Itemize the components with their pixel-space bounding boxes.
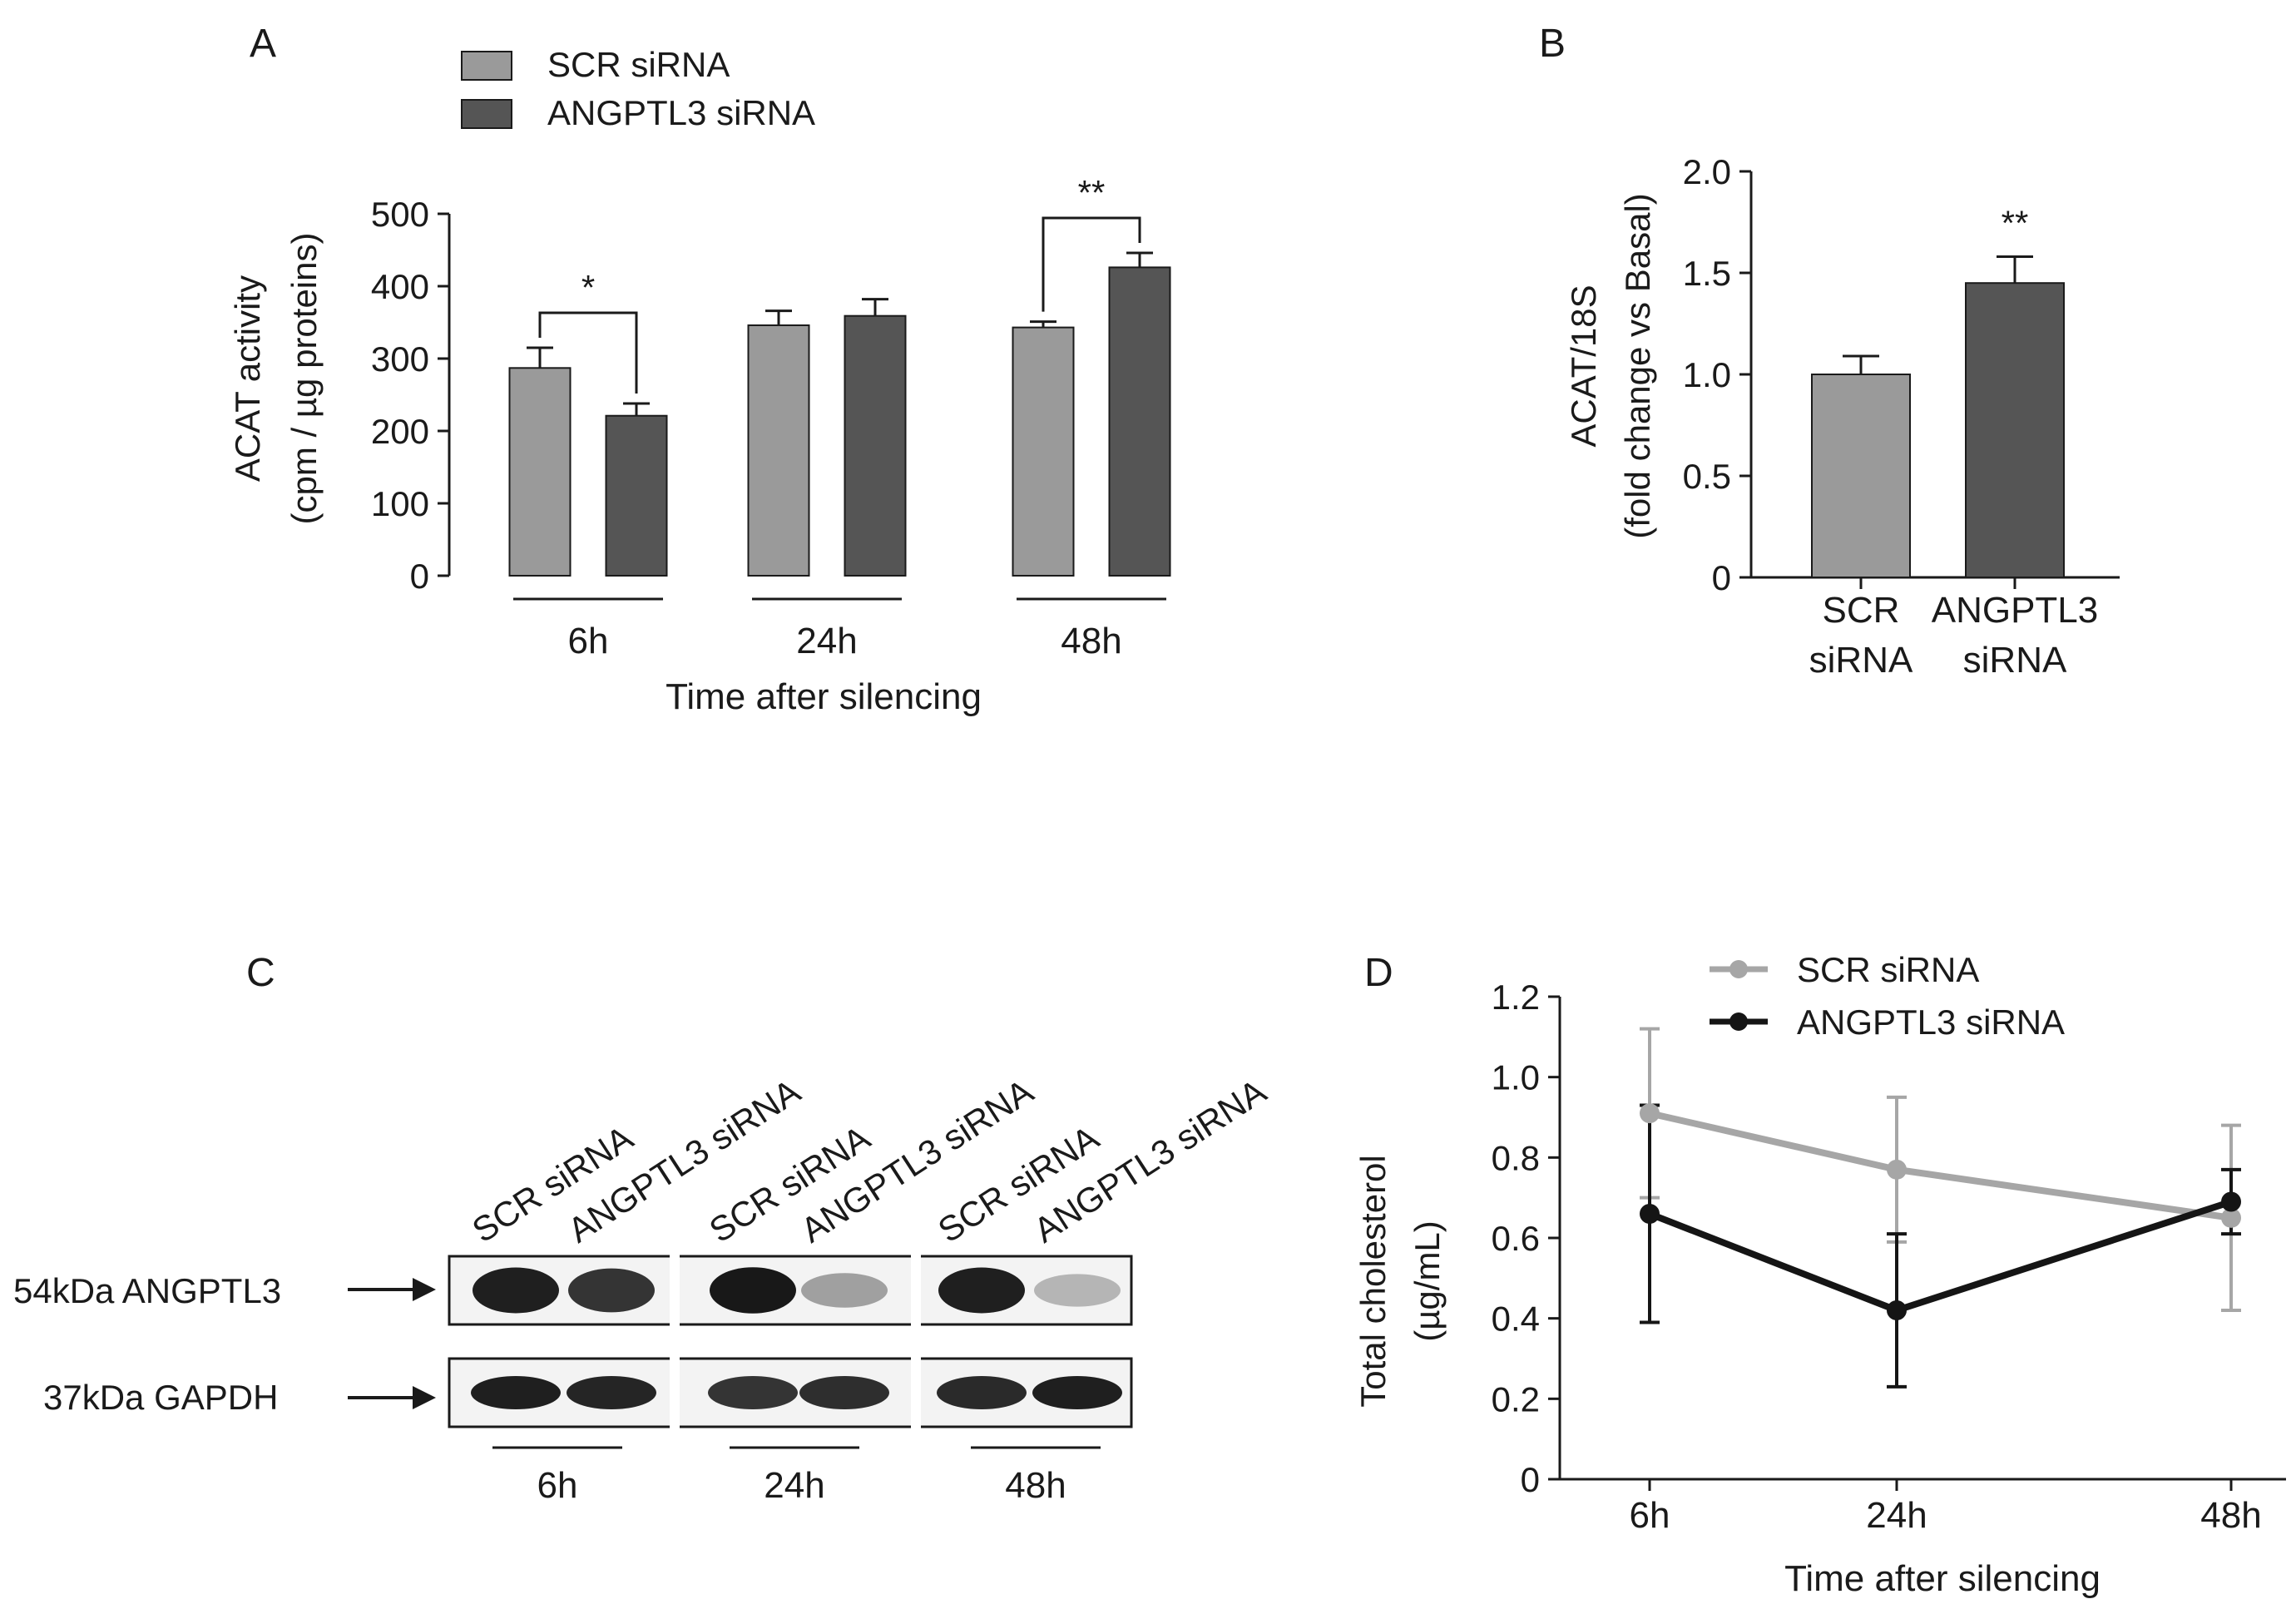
x-category-label: SCR — [1823, 590, 1900, 631]
panel-label-d: D — [1364, 951, 1393, 995]
blot-band-gapdh — [1032, 1376, 1122, 1409]
blot-gap — [911, 1252, 921, 1329]
y-tick-label: 100 — [371, 484, 429, 523]
blot-band-angptl3 — [473, 1267, 559, 1314]
y-axis-title-b: ACAT/18S — [1564, 285, 1603, 447]
data-point-scr — [2221, 1207, 2241, 1228]
y-tick-label: 1.0 — [1683, 355, 1731, 394]
y-tick-label: 500 — [371, 195, 429, 234]
panel-b-bar-chart: ACAT/18S (fold change vs Basal) 0 0.5 1.0 1… — [1564, 152, 2120, 681]
y-tick-label: 0.8 — [1492, 1138, 1540, 1177]
data-point-scr — [1640, 1103, 1660, 1124]
blot-time-label: 24h — [764, 1465, 824, 1506]
blot-row-label-gapdh: 37kDa GAPDH — [43, 1378, 278, 1417]
blot-gap — [670, 1252, 680, 1329]
panel-label-c: C — [246, 951, 275, 995]
y-axis-subtitle-a: (cpm / µg proteins) — [285, 233, 324, 525]
blot-band-gapdh — [471, 1376, 561, 1409]
blot-band-angptl3 — [801, 1273, 888, 1308]
x-axis-title-a: Time after silencing — [666, 676, 982, 717]
legend-marker-scr — [1729, 960, 1748, 978]
series-line-scr — [1649, 1110, 2232, 1221]
blot-band-gapdh — [567, 1376, 656, 1409]
blot-gap — [911, 1354, 921, 1431]
legend-swatch-scr — [461, 51, 512, 81]
x-tick-label: 24h — [1866, 1495, 1927, 1536]
y-tick-label: 1.5 — [1683, 254, 1731, 293]
panel-label-b: B — [1539, 22, 1566, 66]
y-tick-label: 0.4 — [1492, 1300, 1540, 1339]
y-tick-label: 0.5 — [1683, 457, 1731, 496]
x-category-label: siRNA — [1809, 640, 1913, 681]
bar-scr — [747, 324, 810, 577]
bar-angptl3 — [1965, 282, 2065, 578]
significance-marker: ** — [2002, 203, 2029, 242]
bar-scr — [508, 367, 572, 577]
y-axis-title-d: Total cholesterol — [1353, 1155, 1393, 1408]
panel-label-a: A — [250, 22, 276, 66]
y-tick-label: 0 — [410, 557, 429, 596]
data-point-angptl3 — [2221, 1191, 2241, 1212]
blot-gap — [670, 1354, 680, 1431]
y-tick-label: 2.0 — [1683, 152, 1731, 191]
blot-band-angptl3 — [568, 1268, 655, 1313]
x-tick-label: 6h — [1630, 1495, 1670, 1536]
x-category-label: 24h — [796, 621, 857, 661]
y-tick-label: 1.2 — [1492, 978, 1540, 1017]
bar-angptl3 — [844, 314, 907, 577]
significance-bracket — [538, 311, 638, 394]
y-axis-subtitle-b: (fold change vs Basal) — [1618, 193, 1657, 539]
data-point-scr — [1887, 1159, 1907, 1180]
x-category-label: 6h — [568, 621, 609, 661]
y-tick-label: 400 — [371, 267, 429, 306]
panel-d-line-chart: SCR siRNA ANGPTL3 siRNA Total cholestero… — [1353, 950, 2286, 1599]
bar-scr — [1012, 326, 1075, 577]
blot-band-gapdh — [799, 1376, 889, 1409]
panel-c-western-blot: 54kDa ANGPTL3 37kDa GAPDH SCR siRNAANGPT… — [13, 1072, 1273, 1506]
y-tick-label: 0 — [1521, 1460, 1540, 1499]
x-axis-title-d: Time after silencing — [1784, 1558, 2101, 1599]
legend-label-angptl3-d: ANGPTL3 siRNA — [1797, 1002, 2065, 1042]
legend-label-scr: SCR siRNA — [547, 45, 730, 84]
significance-marker: ** — [1078, 173, 1106, 212]
y-tick-label: 0 — [1712, 558, 1731, 597]
blot-time-label: 6h — [537, 1465, 578, 1506]
bar-angptl3 — [1108, 266, 1171, 577]
bar-scr — [1811, 374, 1911, 578]
blot-band-gapdh — [708, 1376, 798, 1409]
bar-angptl3 — [605, 414, 668, 577]
y-tick-label: 0.2 — [1492, 1379, 1540, 1418]
significance-marker: * — [581, 268, 595, 307]
blot-band-angptl3 — [710, 1267, 796, 1314]
arrow-icon — [348, 1386, 436, 1409]
legend-marker-angptl3 — [1729, 1012, 1748, 1031]
legend-label-scr-d: SCR siRNA — [1797, 950, 1979, 989]
y-tick-label: 0.6 — [1492, 1219, 1540, 1258]
y-tick-label: 1.0 — [1492, 1058, 1540, 1097]
arrow-icon — [348, 1278, 436, 1301]
blot-band-gapdh — [937, 1376, 1027, 1409]
panel-a-bar-chart: SCR siRNA ANGPTL3 siRNA ACAT activity (c… — [228, 45, 1171, 717]
blot-band-angptl3 — [938, 1267, 1025, 1314]
y-tick-label: 200 — [371, 412, 429, 451]
data-point-angptl3 — [1887, 1300, 1907, 1320]
blot-band-angptl3 — [1034, 1274, 1121, 1307]
y-axis-subtitle-d: (µg/mL) — [1408, 1220, 1447, 1342]
legend-swatch-angptl3 — [461, 99, 512, 129]
x-tick-label: 48h — [2200, 1495, 2261, 1536]
x-category-label: 48h — [1061, 621, 1121, 661]
data-point-angptl3 — [1640, 1204, 1660, 1224]
y-tick-label: 300 — [371, 339, 429, 379]
blot-time-label: 48h — [1005, 1465, 1066, 1506]
y-axis-title-a: ACAT activity — [228, 275, 267, 482]
series-line-angptl3 — [1648, 1198, 2233, 1314]
legend-label-angptl3: ANGPTL3 siRNA — [547, 93, 815, 132]
x-category-label: ANGPTL3 — [1932, 590, 2099, 631]
significance-bracket — [1042, 216, 1141, 312]
blot-row-label-angptl3: 54kDa ANGPTL3 — [13, 1271, 281, 1310]
x-category-label: siRNA — [1963, 640, 2067, 681]
